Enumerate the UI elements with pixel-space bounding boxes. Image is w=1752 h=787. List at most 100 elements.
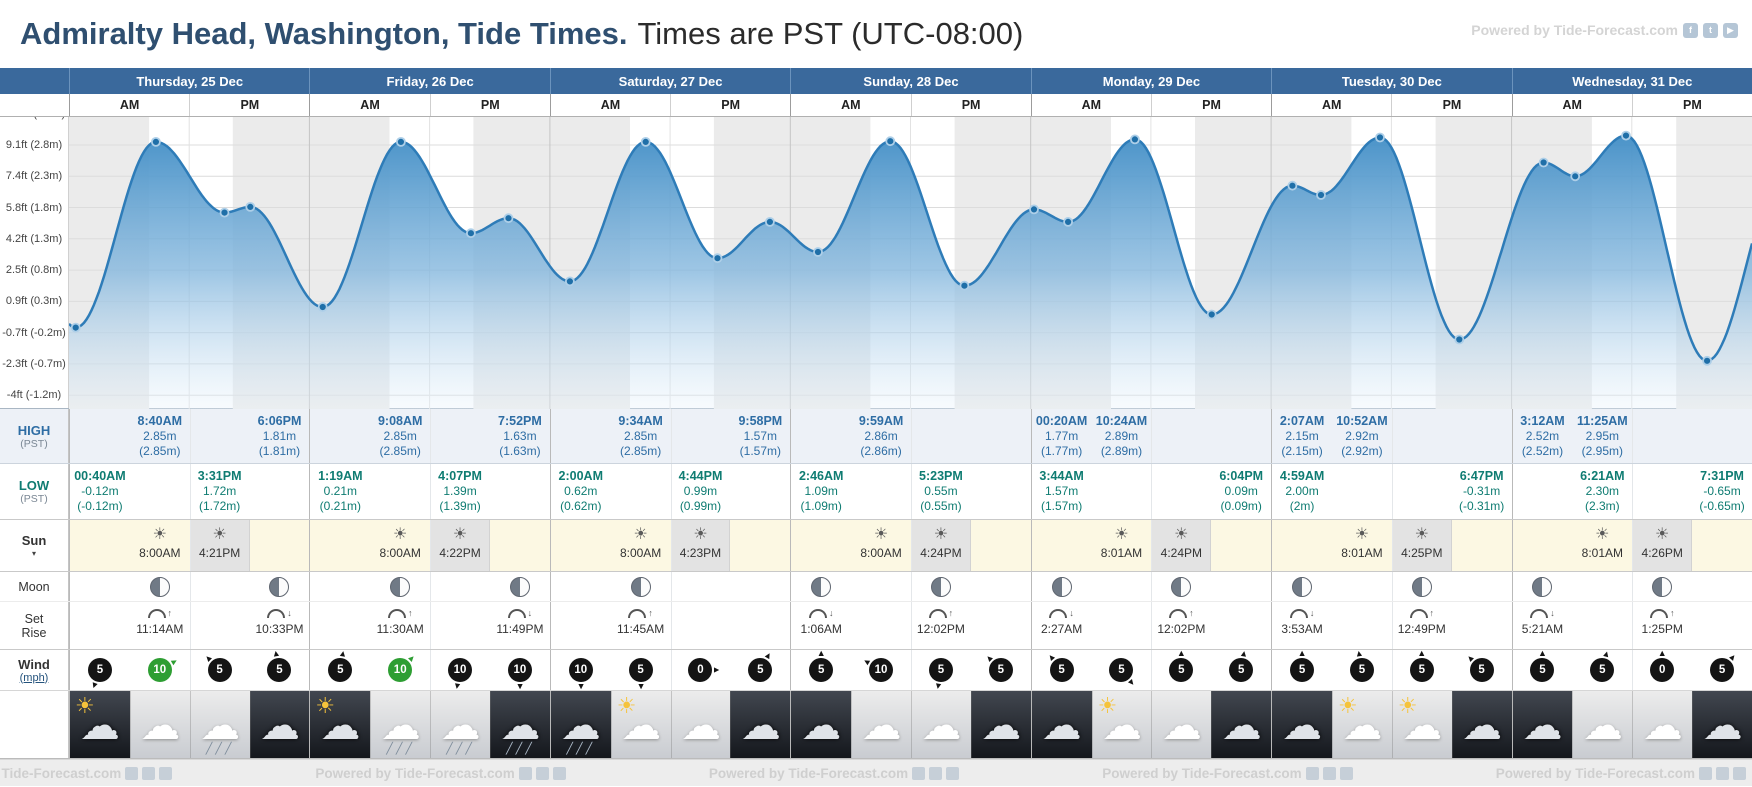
watermark-text: Powered by Tide-Forecast.com (0, 765, 122, 781)
rain-icon: ╱╱╱ (446, 743, 475, 755)
low-tide-time: 4:44PM (678, 469, 723, 483)
setrise-row-label: Set Rise (0, 602, 69, 649)
weather-tiles: ☁ ╱╱╱ ☀ ☁ ☁ ☁ (550, 691, 791, 758)
wind-badge: 5 (207, 658, 232, 682)
low-tide-event: 3:44AM 1.57m (1.57m) (1026, 469, 1098, 514)
low-tide-height-paren: (2.3m) (1585, 499, 1620, 513)
wind-speed-value: 5 (628, 658, 653, 682)
header-watermark: Powered by Tide-Forecast.com f t ▶ (1471, 22, 1738, 38)
weather-tiles: ☀ ☁ ☁ ☁ ╱╱╱ ☁ (70, 691, 310, 758)
cloud-icon: ☁ (560, 703, 601, 748)
high-tide-time: 3:12AM (1520, 414, 1565, 428)
wind-badge: 5 (267, 658, 292, 682)
axis-tick-label: 7.4ft (2.3m) (5, 170, 63, 183)
cloud-icon: ☁ (1041, 703, 1082, 748)
wind-badge: 5 (809, 658, 834, 682)
wind-badge: 5 (1229, 658, 1254, 682)
cloud-icon: ☁ (1221, 703, 1262, 748)
footer-watermark: Powered by Tide-Forecast.com (0, 765, 173, 781)
wind-badge: 5 (1409, 658, 1434, 682)
rain-icon: ╱╱╱ (566, 743, 596, 755)
wind-speed-value: 5 (1109, 658, 1134, 682)
sunrise-icon: ☀ (633, 526, 648, 543)
high-tide-event: 9:34AM 2.85m (2.85m) (605, 414, 677, 459)
moonset-icon (1530, 609, 1549, 618)
cloud-icon: ☁ (1642, 703, 1683, 748)
low-tide-time: 4:07PM (438, 469, 482, 483)
moonrise-event: ↑ 1:25PM (1630, 606, 1694, 637)
high-tide-height: 1.57m (743, 429, 778, 443)
sunrise-event: ☀ 8:01AM (1330, 526, 1394, 560)
sunset-shade-box (430, 520, 490, 571)
low-tide-height-paren: (-0.65m) (1699, 499, 1745, 513)
moonrise-icon (928, 609, 947, 618)
cloud-icon: ☁ (921, 703, 962, 748)
tide-event-marker (959, 280, 970, 291)
weather-tile: ☁ (730, 691, 791, 758)
day-cell: ☀ 8:01AM ☀ 4:25PM (1271, 520, 1512, 571)
high-tide-height-paren: (1.57m) (739, 444, 782, 458)
sun-icon: ☀ (616, 693, 637, 718)
wind-badge: 5 (87, 658, 112, 682)
sun-expander-icon[interactable]: ▾ (31, 549, 36, 558)
tide-event-marker (1029, 204, 1039, 215)
sunset-icon: ☀ (693, 526, 708, 543)
low-tide-height: 1.09m (804, 484, 838, 498)
wind-speed-value: 5 (1290, 658, 1315, 682)
weather-tile: ☀ ☁ (310, 691, 371, 758)
low-tide-time: 2:00AM (558, 469, 603, 483)
cloud-icon: ☁ (740, 703, 781, 748)
day-cell (1271, 572, 1511, 601)
day-cell (549, 572, 790, 601)
low-tide-height-paren: (0.99m) (679, 499, 722, 513)
cloud-icon: ☁ (981, 703, 1022, 748)
ampm-label-pm: PM (910, 94, 1031, 116)
high-pst-label: (PST) (20, 437, 48, 450)
watermark-text: Powered by Tide-Forecast.com (708, 765, 909, 781)
high-tide-height-paren: (2.95m) (1581, 444, 1624, 458)
low-tide-event: 6:47PM -0.31m (-0.31m) (1446, 469, 1518, 514)
wind-units-link[interactable]: (mph) (19, 671, 49, 684)
high-tide-height: 2.89m (1104, 429, 1139, 443)
low-tide-height-paren: (1.39m) (439, 499, 481, 513)
weather-tile: ☁ (1451, 691, 1512, 758)
twitter-icon[interactable]: t (1703, 22, 1718, 38)
wind-badge: 0 (688, 658, 713, 682)
sunrise-icon: ☀ (1595, 526, 1610, 543)
axis-tick-label: 2.5ft (0.8m) (5, 264, 63, 277)
wind-badge: 5 (748, 658, 773, 682)
low-tide-height: 2.00m (1285, 484, 1319, 498)
cloud-icon: ☁ (1282, 703, 1323, 748)
moonrise-icon (1409, 609, 1428, 618)
low-tide-event: 2:00AM 0.62m (0.62m) (545, 469, 617, 514)
moonset-time: 11:49PM (496, 622, 544, 636)
facebook-icon[interactable]: f (1683, 22, 1698, 38)
ampm-label-am: AM (790, 94, 910, 116)
low-tide-time: 7:31PM (1700, 469, 1744, 483)
high-tide-height-paren: (2.92m) (1341, 444, 1383, 458)
low-tide-event: 00:40AM -0.12m (-0.12m) (64, 469, 136, 514)
high-tide-height: 2.15m (1285, 429, 1319, 443)
weather-tiles: ☀ ☁ ☁ ╱╱╱ ☁ ╱╱╱ ☁ ╱╱╱ (310, 691, 550, 758)
low-tide-height-paren: (-0.12m) (77, 499, 123, 513)
sunrise-time: 8:00AM (139, 546, 181, 560)
moonrise-time: 11:45AM (617, 622, 665, 636)
sunrise-time: 8:00AM (860, 546, 902, 560)
high-tide-height-paren: (2.86m) (860, 444, 902, 458)
low-tide-height: 1.72m (202, 484, 237, 498)
moonrise-event: ↑ 11:14AM (128, 606, 192, 637)
tide-event-marker (317, 302, 328, 312)
sun-label: Sun (21, 533, 47, 548)
low-tide-event: 4:07PM 1.39m (1.39m) (424, 469, 496, 514)
youtube-icon[interactable]: ▶ (1723, 22, 1738, 38)
sunrise-event: ☀ 8:00AM (609, 526, 673, 560)
low-tide-height-paren: (0.62m) (560, 499, 602, 513)
tide-event-marker (1316, 190, 1326, 200)
moonrise-arrow-icon: ↑ (1189, 608, 1194, 618)
low-tide-height: 1.57m (1044, 484, 1079, 498)
tide-event-marker (1063, 217, 1073, 227)
wind-badge: 5 (1590, 658, 1615, 682)
day-cell: ☁ ☁ ☁ ☁ (1511, 691, 1752, 758)
moonrise-arrow-icon: ↑ (648, 608, 653, 618)
